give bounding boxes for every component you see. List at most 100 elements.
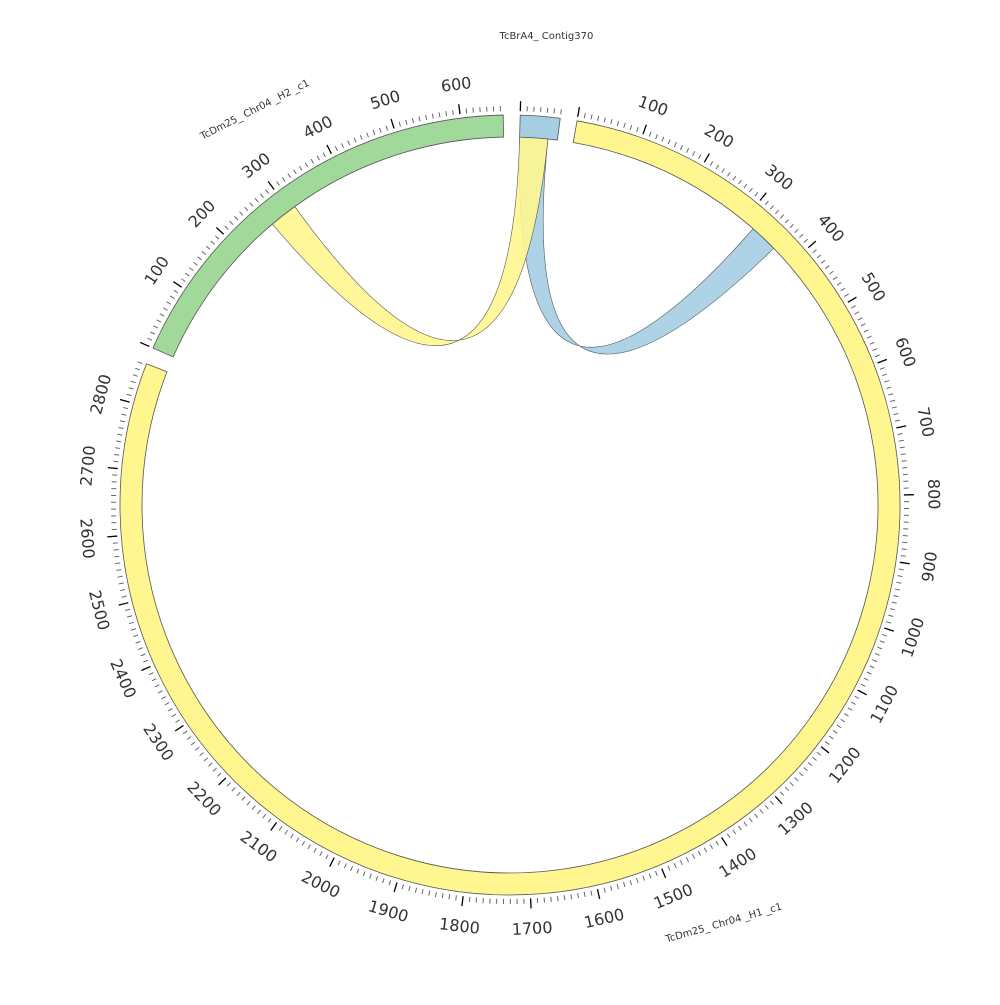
- minor-tick: [765, 201, 768, 205]
- minor-tick: [739, 180, 742, 184]
- major-tick: [531, 898, 532, 908]
- minor-tick: [277, 181, 280, 185]
- minor-tick: [158, 691, 162, 693]
- minor-tick: [864, 330, 868, 332]
- tick-label: 2600: [76, 517, 98, 559]
- minor-tick: [338, 861, 340, 866]
- minor-tick: [426, 115, 427, 120]
- major-tick: [643, 125, 646, 134]
- major-tick: [704, 154, 709, 163]
- minor-tick: [564, 895, 565, 900]
- minor-tick: [591, 115, 592, 120]
- minor-tick: [898, 576, 903, 577]
- minor-tick: [225, 226, 229, 230]
- minor-tick: [119, 427, 124, 428]
- minor-tick: [211, 241, 215, 244]
- minor-tick: [825, 741, 829, 744]
- minor-tick: [389, 880, 391, 885]
- tick-label: 300: [238, 149, 274, 183]
- minor-tick: [125, 609, 130, 610]
- minor-tick: [895, 420, 900, 421]
- minor-tick: [189, 268, 193, 271]
- minor-tick: [376, 876, 378, 881]
- minor-tick: [884, 381, 889, 383]
- tick-label: 500: [368, 86, 403, 113]
- minor-tick: [875, 355, 880, 357]
- minor-tick: [294, 170, 297, 174]
- minor-tick: [686, 857, 688, 861]
- minor-tick: [288, 174, 291, 178]
- minor-tick: [213, 768, 217, 771]
- major-tick: [330, 858, 334, 867]
- minor-tick: [183, 731, 187, 734]
- tick-label: 600: [891, 335, 920, 370]
- minor-tick: [643, 876, 645, 881]
- minor-tick: [554, 109, 555, 114]
- minor-tick: [153, 326, 157, 328]
- minor-tick: [902, 549, 907, 550]
- minor-tick: [833, 277, 837, 280]
- minor-tick: [323, 152, 325, 156]
- minor-tick: [738, 826, 741, 830]
- minor-tick: [174, 290, 178, 293]
- major-tick: [808, 241, 816, 248]
- minor-tick: [875, 653, 880, 655]
- minor-tick: [456, 895, 457, 900]
- minor-tick: [232, 788, 235, 792]
- major-tick: [760, 193, 766, 201]
- minor-tick: [790, 224, 794, 228]
- minor-tick: [698, 851, 700, 855]
- minor-tick: [200, 753, 204, 756]
- minor-tick: [247, 801, 250, 805]
- minor-tick: [637, 127, 639, 132]
- minor-tick: [357, 869, 359, 874]
- minor-tick: [155, 685, 159, 687]
- minor-tick: [895, 589, 900, 590]
- minor-tick: [133, 635, 138, 637]
- major-tick: [108, 468, 118, 469]
- tick-label: 2800: [86, 372, 115, 416]
- minor-tick: [218, 773, 222, 776]
- minor-tick: [172, 714, 176, 717]
- minor-tick: [116, 570, 121, 571]
- minor-tick: [837, 725, 841, 728]
- minor-tick: [335, 146, 337, 151]
- minor-tick: [710, 161, 713, 165]
- segment-contig370: [520, 115, 561, 140]
- minor-tick: [902, 461, 907, 462]
- minor-tick: [882, 634, 887, 636]
- minor-tick: [692, 151, 694, 155]
- minor-tick: [680, 145, 682, 150]
- minor-tick: [299, 166, 302, 170]
- minor-tick: [435, 892, 436, 897]
- minor-tick: [893, 596, 898, 597]
- minor-tick: [899, 440, 904, 441]
- tick-label: 1100: [866, 682, 902, 727]
- minor-tick: [604, 118, 605, 123]
- tick-label: 1500: [651, 880, 696, 913]
- minor-tick: [855, 696, 859, 698]
- minor-tick: [872, 349, 877, 351]
- minor-tick: [841, 288, 845, 291]
- tick-label: 1200: [825, 743, 865, 787]
- minor-tick: [308, 845, 311, 849]
- minor-tick: [892, 407, 897, 408]
- major-tick: [848, 297, 857, 302]
- minor-tick: [215, 236, 219, 239]
- minor-tick: [348, 141, 350, 146]
- minor-tick: [266, 190, 269, 194]
- minor-tick: [744, 184, 747, 188]
- minor-tick: [855, 312, 859, 314]
- minor-tick: [257, 810, 260, 814]
- minor-tick: [870, 342, 875, 344]
- major-tick: [391, 119, 394, 129]
- major-tick: [858, 690, 867, 695]
- minor-tick: [829, 271, 833, 274]
- tick-label: 100: [140, 253, 173, 289]
- minor-tick: [817, 752, 821, 755]
- minor-tick: [230, 221, 234, 225]
- minor-tick: [829, 736, 833, 739]
- minor-tick: [649, 132, 651, 137]
- tick-label: 1600: [582, 905, 626, 933]
